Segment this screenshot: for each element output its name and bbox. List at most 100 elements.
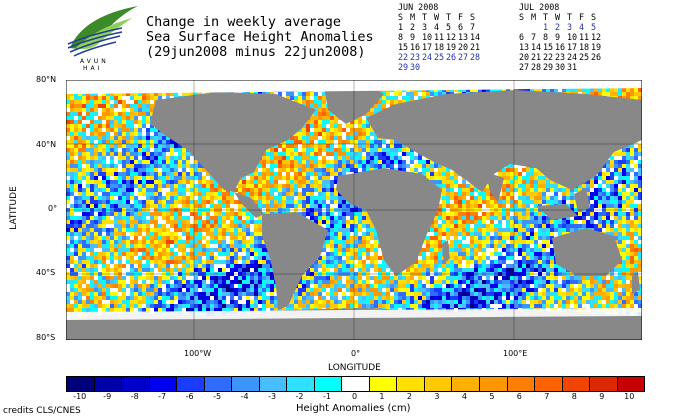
calendar-day: 18: [579, 42, 590, 52]
weekday-header: T: [446, 12, 452, 22]
calendar-day: 17: [567, 42, 578, 52]
calendar-month: JUL 2008: [519, 2, 560, 12]
calendar-day: 8: [398, 32, 404, 42]
colorbar-tick-label: 2: [406, 392, 412, 401]
weekday-header: F: [458, 12, 464, 22]
calendar-day: 23: [555, 52, 566, 62]
calendar-day: 20: [458, 42, 469, 52]
colorbar-tick-label: -8: [130, 392, 139, 401]
calendar-day: 4: [434, 22, 440, 32]
calendar-day: 15: [398, 42, 409, 52]
colorbar-swatch: [287, 377, 315, 391]
calendar-day: 19: [591, 42, 602, 52]
weekday-header: M: [410, 12, 416, 22]
calendar-day: 9: [555, 32, 561, 42]
calendar-day: 5: [591, 22, 597, 32]
calendar-day: [422, 62, 434, 72]
calendar-day: 29: [398, 62, 409, 72]
calendar-day: 2: [555, 22, 561, 32]
calendar-day: 26: [591, 52, 602, 62]
weekday-header: F: [579, 12, 585, 22]
colorbar: [66, 376, 645, 392]
weekday-header: T: [567, 12, 573, 22]
calendar-day: 29: [543, 62, 554, 72]
calendar-day: 7: [470, 22, 476, 32]
credits-text: credits CLS/CNES: [3, 406, 81, 416]
map-title: Change in weekly average Sea Surface Hei…: [146, 15, 374, 60]
calendar-day: [458, 62, 470, 72]
title-line-2: Sea Surface Height Anomalies: [146, 29, 374, 45]
calendar-day: 3: [422, 22, 428, 32]
colorbar-tick-label: 8: [571, 392, 577, 401]
colorbar-swatch: [479, 377, 508, 391]
lon-label-0: 0°: [351, 349, 361, 358]
calendar-day: 16: [555, 42, 566, 52]
y-axis-title: LATITUDE: [8, 186, 19, 230]
lat-label-40s: 40°S: [36, 268, 56, 277]
calendar-day: [591, 62, 603, 72]
calendar-day: 7: [531, 32, 537, 42]
calendar-day: 3: [567, 22, 573, 32]
calendar-day: 25: [579, 52, 590, 62]
colorbar-swatch: [67, 377, 95, 391]
colorbar-swatch: [314, 377, 343, 391]
colorbar-swatch: [94, 377, 123, 391]
calendar-day: 31: [567, 62, 578, 72]
weekday-header: M: [531, 12, 537, 22]
colorbar-swatch: [397, 377, 425, 391]
weekday-header: W: [555, 12, 561, 22]
colorbar-tick-label: -6: [185, 392, 194, 401]
logo-text-2: HAI: [83, 65, 103, 72]
colorbar-swatch: [204, 377, 233, 391]
lon-label-100e: 100°E: [503, 349, 528, 358]
x-axis-title: LONGITUDE: [328, 363, 381, 373]
colorbar-tick-label: -1: [323, 392, 331, 401]
calendar-day: 8: [543, 32, 549, 42]
calendar-day: 6: [458, 22, 464, 32]
colorbar-swatch: [507, 377, 536, 391]
weekday-header: T: [422, 12, 428, 22]
calendar-day: 13: [458, 32, 469, 42]
calendar-day: 5: [446, 22, 452, 32]
colorbar-swatch: [342, 377, 370, 391]
lat-label-40n: 40°N: [36, 140, 57, 149]
colorbar-tick-label: -3: [268, 392, 277, 401]
colorbar-swatch: [424, 377, 453, 391]
weekday-header: T: [543, 12, 549, 22]
colorbar-tick-label: -10: [73, 392, 87, 401]
calendar-day: 12: [591, 32, 602, 42]
colorbar-tick-label: -2: [295, 392, 304, 401]
calendar-day: 15: [543, 42, 554, 52]
colorbar-swatch: [617, 377, 645, 391]
lon-label-100w: 100°W: [184, 349, 212, 358]
title-line-3: (29jun2008 minus 22jun2008): [146, 44, 366, 60]
colorbar-tick-label: 6: [516, 392, 522, 401]
weekday-header: S: [519, 12, 525, 22]
calendar-july: JUL 2008 S M T W T F S 1 2 3 4 5 6 7 8 9 10 11 12 13 14 15 16 17…: [519, 2, 603, 72]
colorbar-tick-label: 10: [624, 392, 635, 401]
colorbar-tick-label: 3: [434, 392, 440, 401]
calendar-day: 24: [567, 52, 578, 62]
calendar-day: 19: [446, 42, 457, 52]
calendar-day: 1: [398, 22, 404, 32]
calendar-day: 18: [434, 42, 445, 52]
calendar-day: 10: [422, 32, 433, 42]
calendar-day: [470, 62, 482, 72]
calendar-day: 11: [434, 32, 445, 42]
calendar-day: 24: [422, 52, 433, 62]
weekday-header: S: [591, 12, 597, 22]
calendar-month: JUN 2008: [398, 2, 439, 12]
calendar-day: 30: [555, 62, 566, 72]
calendar-day: 9: [410, 32, 416, 42]
colorbar-tick-label: 4: [461, 392, 467, 401]
calendar-day: 4: [579, 22, 585, 32]
colorbar-swatch: [590, 377, 618, 391]
lat-label-80n: 80°N: [36, 75, 57, 84]
calendar-day: 20: [519, 52, 530, 62]
calendar-day: 21: [470, 42, 481, 52]
calendar-june: JUN 2008 S M T W T F S 1 2 3 4 5 6 7 8 9 10 11 12 13 14 15 16 17…: [398, 2, 482, 72]
calendar-day: 27: [519, 62, 530, 72]
weekday-header: W: [434, 12, 440, 22]
calendar-day: 28: [470, 52, 481, 62]
weekday-header: S: [470, 12, 476, 22]
